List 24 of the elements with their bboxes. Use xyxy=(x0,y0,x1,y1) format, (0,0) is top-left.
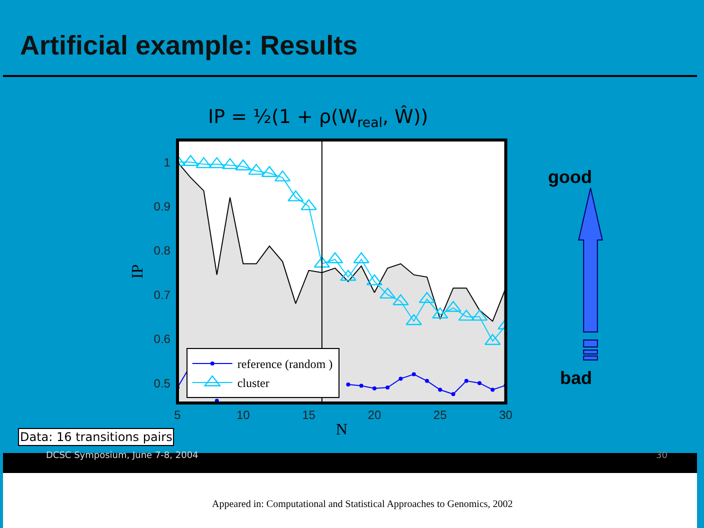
y-tick-label: 0.9 xyxy=(154,200,171,214)
chart-subtitle: IP = ½(1 + ρ(W$_{real}$, Ŵ)) xyxy=(208,105,428,131)
x-tick-label: 10 xyxy=(236,408,250,422)
chart-title: Artificial example: Results xyxy=(20,30,358,60)
y-tick-label: 0.7 xyxy=(154,288,171,302)
y-tick-label: 1 xyxy=(164,155,171,170)
text: DCSC Symposium, June 7-8, 2004 xyxy=(46,451,199,461)
x-tick-label: 25 xyxy=(433,408,448,422)
text: 30 xyxy=(656,451,668,461)
x-tick-label: 30 xyxy=(499,408,513,422)
text: bad xyxy=(560,368,592,388)
legend-label: cluster xyxy=(237,376,270,390)
text: Data: 16 transitions pairs xyxy=(20,430,172,444)
y-tick-label: 0.6 xyxy=(154,332,171,346)
x-axis-title: N xyxy=(336,422,348,439)
y-axis-title: IP xyxy=(130,264,147,279)
y-tick-label: 0.8 xyxy=(154,244,171,258)
x-tick-label: 15 xyxy=(302,408,316,422)
text: good xyxy=(548,167,592,187)
x-tick-label: 5 xyxy=(174,408,182,422)
text: Appeared in: Computational and Statistical Approaches to Genomics, 2002 xyxy=(212,499,513,510)
x-tick-label: 20 xyxy=(368,408,382,422)
legend-label: reference (random ) xyxy=(237,357,333,372)
y-tick-label: 0.5 xyxy=(154,376,171,390)
